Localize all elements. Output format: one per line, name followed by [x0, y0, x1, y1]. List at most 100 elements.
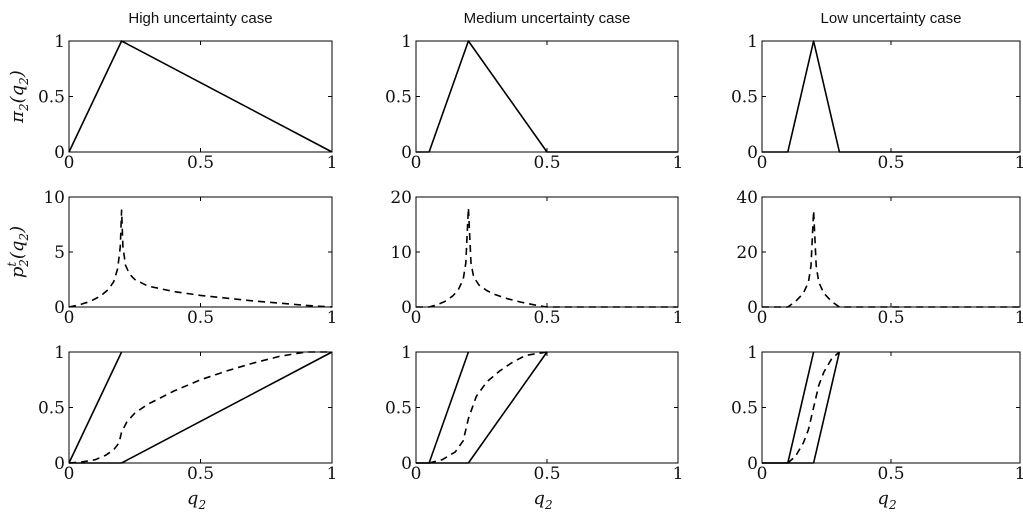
y-tick-label: 0 [401, 454, 412, 474]
solid-series-line-0 [416, 351, 470, 464]
solid-series-line-0 [762, 40, 1020, 153]
solid-series-line-1 [416, 351, 548, 464]
y-tick-label: 0 [401, 298, 412, 318]
axes-frame [761, 196, 1021, 308]
axes-frame [415, 196, 679, 308]
y-tick-label: 40 [736, 188, 758, 208]
x-tick-label: 0 [64, 308, 75, 328]
y-tick-label: 0 [54, 298, 65, 318]
y-tick-label: 0.5 [38, 88, 65, 108]
y-label-close: ) [7, 70, 28, 78]
x-tick-label: 0.5 [877, 464, 904, 484]
solid-series-line-1 [762, 351, 841, 464]
x-tick-label: 1 [1015, 464, 1023, 484]
y-label-subscript: 2 [17, 259, 31, 268]
x-tick-label: 0.5 [533, 153, 560, 173]
y-label-close: ) [7, 226, 28, 234]
axes-frame [68, 196, 333, 308]
axes-frame [415, 351, 679, 464]
y-tick-label: 1 [54, 32, 65, 52]
panel-medium-cdf: 0 0.5 1 0 0.5 1 q2 [385, 343, 683, 512]
x-axis-label: q2 [533, 488, 552, 512]
y-label-symbol: p [7, 266, 28, 278]
x-tick-label: 0 [411, 464, 422, 484]
x-tick-label: 1 [327, 153, 338, 173]
x-tick-label: 1 [1015, 308, 1023, 328]
y-tick-label: 0 [401, 143, 412, 163]
y-tick-label: 1 [747, 343, 758, 363]
y-tick-label: 10 [390, 243, 412, 263]
y-label-argument-subscript: 2 [17, 77, 31, 86]
x-tick-label: 1 [1015, 153, 1023, 173]
y-tick-label: 0 [747, 143, 758, 163]
x-tick-label: 1 [327, 464, 338, 484]
x-tick-label: 0.5 [877, 308, 904, 328]
x-tick-label: 0 [757, 464, 768, 484]
x-tick-label: 0 [757, 153, 768, 173]
x-tick-label: 0.5 [187, 308, 214, 328]
axes-frame [415, 40, 679, 153]
y-tick-label: 1 [54, 343, 65, 363]
x-label-symbol: q [187, 488, 199, 509]
solid-series-line-0 [68, 40, 333, 153]
panel-title: Medium uncertainty case [464, 10, 631, 27]
y-label-argument: (q [7, 241, 28, 260]
x-tick-label: 0 [64, 153, 75, 173]
x-label-symbol: q [877, 488, 889, 509]
panel-title: High uncertainty case [128, 10, 272, 27]
x-tick-label: 1 [327, 308, 338, 328]
y-tick-label: 20 [390, 188, 412, 208]
panel-low-pi: 0 0.5 1 0 0.5 1 Low uncertainty case [731, 10, 1023, 173]
x-tick-label: 1 [673, 464, 684, 484]
x-tick-label: 0 [757, 308, 768, 328]
y-tick-label: 0.5 [38, 399, 65, 419]
y-label-argument: (q [7, 85, 28, 104]
y-tick-label: 1 [401, 343, 412, 363]
x-tick-label: 1 [673, 308, 684, 328]
x-axis-label: q2 [877, 488, 896, 512]
x-tick-label: 0.5 [187, 464, 214, 484]
y-tick-label: 0 [747, 454, 758, 474]
panel-high-cdf: 0 0.5 1 0 0.5 1 q2 [38, 343, 337, 512]
y-tick-label: 0.5 [385, 88, 412, 108]
panel-low-cdf: 0 0.5 1 0 0.5 1 q2 [731, 343, 1023, 512]
x-tick-label: 0 [411, 308, 422, 328]
solid-series-line-0 [68, 351, 123, 464]
axes-frame [68, 351, 333, 464]
y-label-superscript: t [5, 262, 19, 267]
dashed-series-line-0 [68, 209, 333, 308]
x-axis-label: q2 [187, 488, 206, 512]
y-axis-label: π2(q2) [7, 70, 31, 124]
y-tick-label: 10 [43, 188, 65, 208]
y-tick-label: 0 [747, 298, 758, 318]
y-label-argument-subscript: 2 [17, 233, 31, 242]
x-tick-label: 0.5 [877, 153, 904, 173]
y-tick-label: 0 [54, 454, 65, 474]
y-axis-label: pt2(q2) [5, 226, 31, 278]
y-tick-label: 0.5 [731, 399, 758, 419]
y-tick-label: 0 [54, 143, 65, 163]
x-tick-label: 0 [64, 464, 75, 484]
y-tick-label: 20 [736, 243, 758, 263]
y-tick-label: 5 [54, 243, 65, 263]
x-label-subscript: 2 [544, 498, 553, 512]
y-tick-label: 1 [747, 32, 758, 52]
axes-frame [68, 40, 333, 153]
dashed-series-line-0 [416, 207, 678, 308]
x-label-subscript: 2 [888, 498, 897, 512]
y-tick-label: 1 [401, 32, 412, 52]
dashed-series-line-0 [762, 210, 1020, 308]
x-label-symbol: q [533, 488, 545, 509]
x-tick-label: 0.5 [187, 153, 214, 173]
panel-low-pt: 0 0.5 1 0 20 40 [736, 188, 1023, 328]
dashed-series-line-2 [68, 351, 332, 464]
panel-title: Low uncertainty case [821, 10, 962, 27]
y-tick-label: 0.5 [731, 88, 758, 108]
solid-series-line-1 [69, 351, 333, 464]
y-label-symbol: π [7, 110, 28, 124]
dashed-series-line-2 [428, 351, 548, 464]
